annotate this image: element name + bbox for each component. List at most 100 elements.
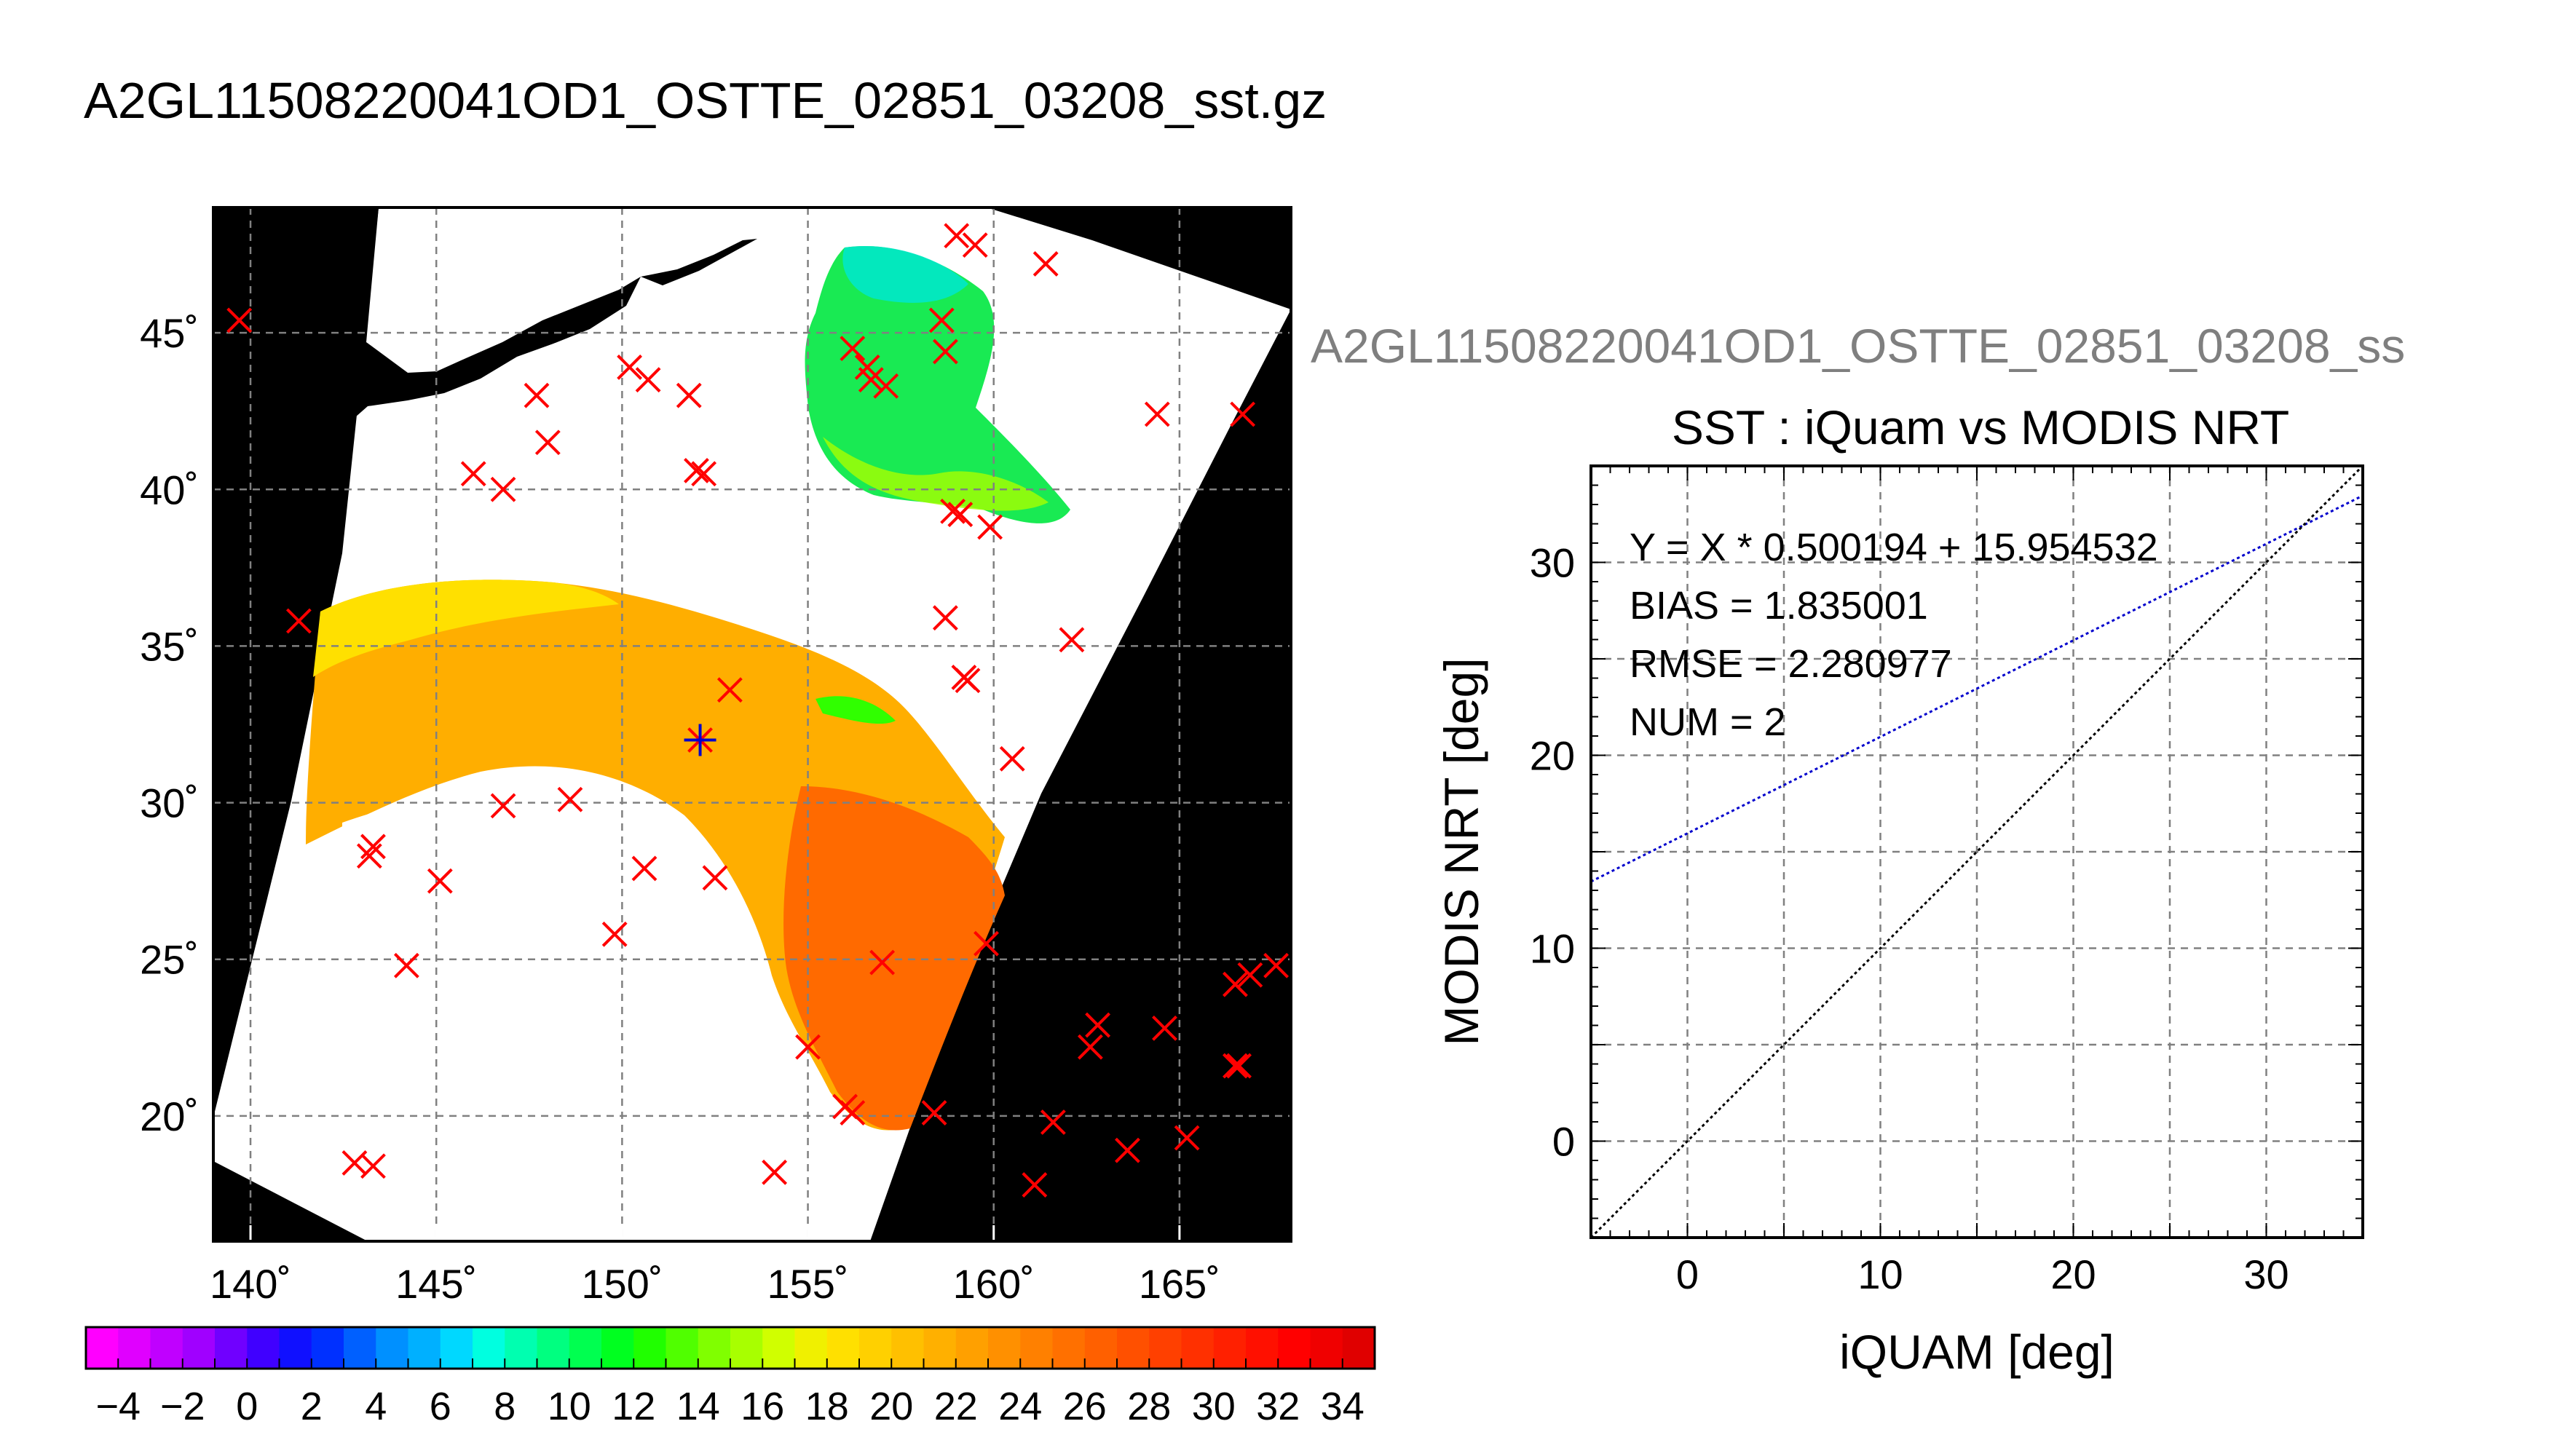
scatter-ytick-label: 30 [1530, 540, 1575, 586]
scatter-ylabel: MODIS NRT [deg] [1434, 657, 1488, 1045]
map-marker [1040, 1109, 1066, 1135]
colorbar-cell [1181, 1327, 1215, 1369]
map-marker [932, 339, 958, 365]
scatter-ytick-label: 0 [1552, 1119, 1575, 1165]
map-sst-north-cyan [842, 246, 968, 303]
map-xtick-label: 145˚ [395, 1261, 477, 1307]
colorbar-tick-label: 32 [1256, 1385, 1300, 1428]
colorbar-tick-label: 2 [301, 1385, 323, 1428]
map-marker [393, 952, 419, 978]
map-marker [962, 232, 988, 258]
map-marker [977, 514, 1003, 540]
map-marker [490, 793, 516, 819]
map-sst-green-fringe [816, 696, 896, 724]
colorbar-tick-label: 16 [741, 1385, 784, 1428]
map-marker [702, 865, 728, 891]
map-xtick-label: 140˚ [210, 1261, 291, 1307]
map-marker [921, 1100, 947, 1125]
colorbar-tick-label: 26 [1063, 1385, 1107, 1428]
scatter-panel: A2GL11508220041OD1_OSTTE_02851_03208_ss … [1311, 319, 2405, 1379]
colorbar-cell [215, 1327, 248, 1369]
map-marker [999, 745, 1025, 772]
stat-num: NUM = 2 [1630, 700, 1786, 744]
map-marker [1085, 1012, 1111, 1038]
map-marker [1174, 1125, 1200, 1151]
map-marker [1144, 401, 1170, 427]
map-sst-hot [783, 786, 1005, 1131]
map-marker [490, 476, 516, 502]
colorbar-cell [923, 1327, 957, 1369]
colorbar-cell [1246, 1327, 1279, 1369]
map-marker [617, 355, 643, 380]
stat-bias: BIAS = 1.835001 [1630, 584, 1928, 628]
colorbar-cell [1149, 1327, 1182, 1369]
map-marker [944, 223, 970, 249]
colorbar-cell [1310, 1327, 1343, 1369]
map-markers [226, 223, 1290, 1198]
map-marker [955, 668, 981, 694]
map-marker [974, 930, 999, 957]
map-marker [928, 307, 955, 333]
colorbar-cell [1342, 1327, 1375, 1369]
map-ytick-label: 35˚ [140, 623, 199, 669]
colorbar-cell [633, 1327, 667, 1369]
map-ytick-label: 30˚ [140, 780, 199, 826]
map-sst-north-light [823, 437, 1049, 511]
colorbar-cell [762, 1327, 796, 1369]
map-ytick-label: 40˚ [140, 467, 199, 513]
map-marker [1226, 1053, 1252, 1079]
map-frame [212, 206, 1292, 1243]
map-xtick-label: 150˚ [581, 1261, 663, 1307]
map-marker [947, 502, 974, 528]
colorbar: −4 −2 0 2 4 6 8 10 12 14 16 18 20 22 24 26 28 30 32 34 [84, 1326, 1376, 1428]
map-marker [360, 1153, 386, 1179]
colorbar-tick-label: 14 [676, 1385, 720, 1428]
colorbar-tick-label: 18 [805, 1385, 849, 1428]
scatter-ytick-label: 20 [1530, 733, 1575, 779]
colorbar-cell [955, 1327, 989, 1369]
colorbar-tick-label: 0 [236, 1385, 258, 1428]
colorbar-cell [988, 1327, 1021, 1369]
colorbar-tick-label: 30 [1192, 1385, 1236, 1428]
map-xtick-label: 165˚ [1139, 1261, 1220, 1307]
colorbar-tick-label: −2 [160, 1385, 205, 1428]
colorbar-cell [569, 1327, 602, 1369]
colorbar-cell [150, 1327, 183, 1369]
colorbar-cell [86, 1327, 119, 1369]
colorbar-cell [182, 1327, 216, 1369]
map-tick-labels: 140˚ 145˚ 150˚ 155˚ 160˚ 165˚ 20˚ 25˚ 30˚ 35˚ 40˚ 4… [140, 310, 1220, 1307]
scatter-ytick-label: 10 [1530, 926, 1575, 972]
map-marker [285, 608, 312, 634]
map-marker [1237, 962, 1263, 988]
map-marker [691, 461, 717, 487]
scatter-title: SST : iQuam vs MODIS NRT [1672, 400, 2289, 454]
map-marker [534, 430, 561, 456]
map-marker [1022, 1172, 1048, 1198]
map-marker [676, 382, 702, 408]
scatter-xtick-label: 0 [1676, 1251, 1699, 1297]
map-marker [1059, 627, 1085, 653]
colorbar-cell [118, 1327, 151, 1369]
colorbar-cells [86, 1327, 1375, 1369]
map-ytick-label: 20˚ [140, 1093, 199, 1139]
colorbar-cell [1084, 1327, 1118, 1369]
map-marker [226, 307, 253, 333]
scatter-xlabel: iQUAM [deg] [1839, 1325, 2114, 1379]
map-marker [427, 868, 453, 894]
colorbar-tick-label: 24 [998, 1385, 1042, 1428]
colorbar-tick-label: 34 [1321, 1385, 1365, 1428]
colorbar-cell [440, 1327, 473, 1369]
colorbar-cell [698, 1327, 731, 1369]
colorbar-cell [1052, 1327, 1086, 1369]
colorbar-cell [601, 1327, 634, 1369]
map-marker [1032, 251, 1059, 277]
colorbar-cell [376, 1327, 409, 1369]
map-marker [557, 786, 583, 812]
map-xtick-label: 160˚ [953, 1261, 1035, 1307]
colorbar-cell [279, 1327, 312, 1369]
scatter-grid [1591, 466, 2363, 1238]
map-marker [1152, 1015, 1177, 1041]
colorbar-tick-label: 12 [612, 1385, 655, 1428]
map-marker [795, 1034, 821, 1060]
map-panel: 140˚ 145˚ 150˚ 155˚ 160˚ 165˚ 20˚ 25˚ 30˚ 35˚ 40˚ 4… [140, 206, 1292, 1307]
